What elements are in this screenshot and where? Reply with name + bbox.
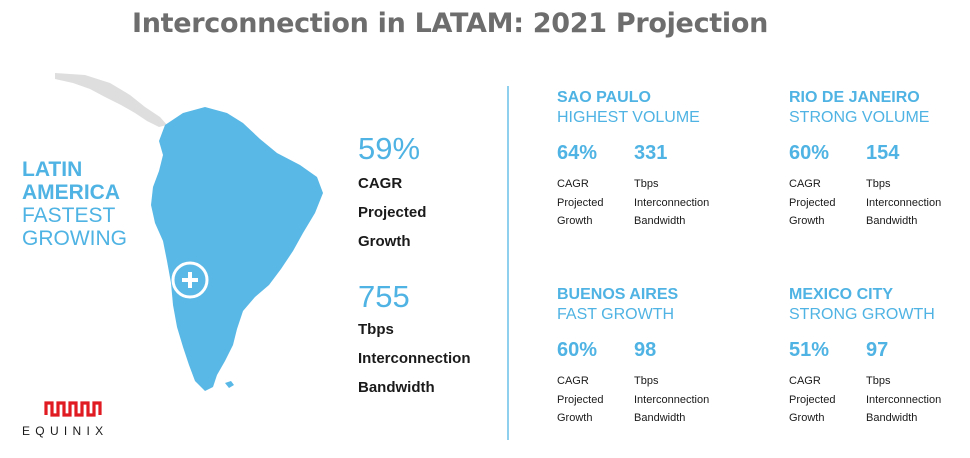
overall-bandwidth-label: Tbps Interconnection Bandwidth xyxy=(358,315,471,402)
city-block-rio-de-janeiro: RIO DE JANEIRO STRONG VOLUME 60% 154 CAG… xyxy=(789,88,970,227)
city-cagr-value: 64% xyxy=(557,142,598,164)
city-tbps-value: 331 xyxy=(634,142,668,164)
region-line-2: AMERICA xyxy=(22,181,120,204)
region-line-1: LATIN xyxy=(22,158,83,181)
city-tbps-value: 154 xyxy=(866,142,900,164)
city-tbps-value: 97 xyxy=(866,339,889,361)
city-cagr-label: CAGR Projected Growth xyxy=(557,178,604,227)
city-cagr-value: 51% xyxy=(789,339,830,361)
south-america-shape xyxy=(151,107,323,391)
plus-circle-icon xyxy=(171,261,209,299)
region-line-3: FASTEST xyxy=(22,204,116,227)
city-cagr-label: CAGR Projected Growth xyxy=(557,375,604,424)
overall-bandwidth-label-3: Bandwidth xyxy=(358,379,435,396)
city-tbps-value: 98 xyxy=(634,339,657,361)
falkland-islands-shape xyxy=(225,381,234,388)
region-line-4: GROWING xyxy=(22,227,127,250)
city-name: RIO DE JANEIRO xyxy=(789,89,920,106)
overall-bandwidth-label-1: Tbps xyxy=(358,321,394,338)
overall-cagr-label: CAGR Projected Growth xyxy=(358,169,426,256)
city-subtitle: STRONG VOLUME xyxy=(789,109,930,126)
city-tbps-label: Tbps Interconnection Bandwidth xyxy=(866,178,942,227)
overall-cagr-label-3: Growth xyxy=(358,233,411,250)
city-subtitle: HIGHEST VOLUME xyxy=(557,109,700,126)
city-cagr-label: CAGR Projected Growth xyxy=(789,375,836,424)
city-subtitle: STRONG GROWTH xyxy=(789,306,935,323)
region-heading: LATIN AMERICA FASTEST GROWING xyxy=(22,158,127,250)
city-name: BUENOS AIRES xyxy=(557,286,679,303)
city-subtitle: FAST GROWTH xyxy=(557,306,675,323)
south-america-map xyxy=(55,73,323,391)
city-cagr-value: 60% xyxy=(557,339,598,361)
city-block-sao-paulo: SAO PAULO HIGHEST VOLUME 64% 331 CAGR Pr… xyxy=(557,88,747,227)
city-tbps-label: Tbps Interconnection Bandwidth xyxy=(634,375,710,424)
central-america-shape xyxy=(55,73,167,127)
city-cagr-value: 60% xyxy=(789,142,830,164)
city-name: MEXICO CITY xyxy=(789,286,894,303)
city-block-buenos-aires: BUENOS AIRES FAST GROWTH 60% 98 CAGR Pro… xyxy=(557,285,747,424)
city-name: SAO PAULO xyxy=(557,89,651,106)
equinix-logo-icon xyxy=(44,401,102,417)
equinix-logo-text: EQUINIX xyxy=(22,424,109,438)
overall-bandwidth-label-2: Interconnection xyxy=(358,350,471,367)
city-tbps-label: Tbps Interconnection Bandwidth xyxy=(866,375,942,424)
overall-cagr-value: 59% xyxy=(358,131,421,166)
vertical-divider xyxy=(507,86,509,440)
city-tbps-label: Tbps Interconnection Bandwidth xyxy=(634,178,710,227)
page-title: Interconnection in LATAM: 2021 Projectio… xyxy=(131,8,769,39)
overall-cagr-label-2: Projected xyxy=(358,204,427,221)
overall-bandwidth-value: 755 xyxy=(358,279,410,314)
city-cagr-label: CAGR Projected Growth xyxy=(789,178,836,227)
overall-cagr-label-1: CAGR xyxy=(358,175,403,192)
city-block-mexico-city: MEXICO CITY STRONG GROWTH 51% 97 CAGR Pr… xyxy=(789,285,970,424)
